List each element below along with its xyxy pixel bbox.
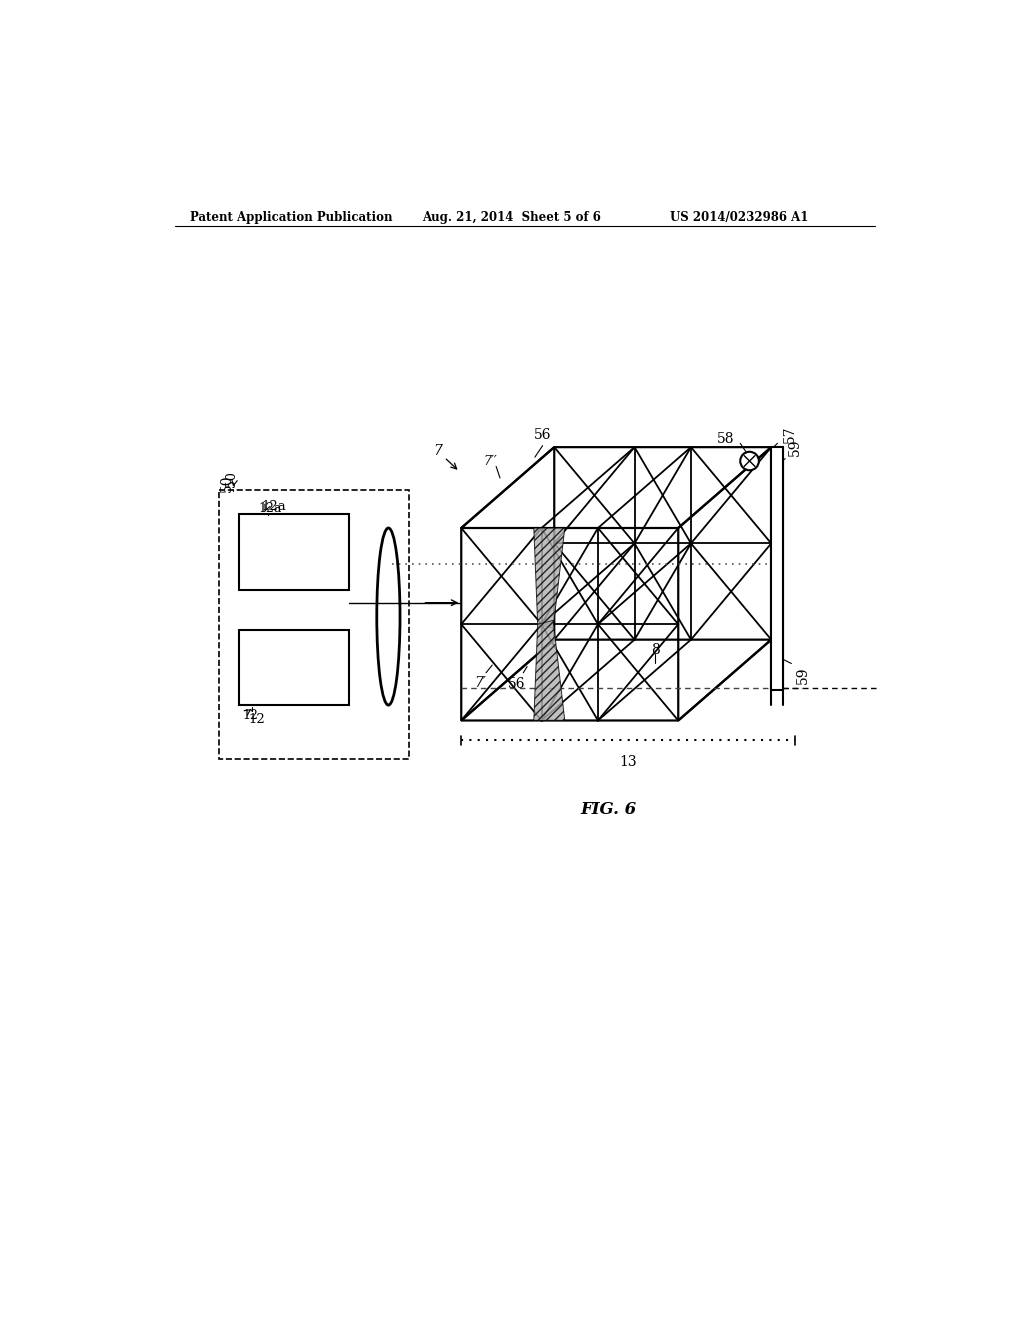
Text: 7: 7 <box>433 444 442 458</box>
Text: 7′: 7′ <box>475 676 486 690</box>
Text: 12a: 12a <box>258 502 282 515</box>
Polygon shape <box>534 620 565 721</box>
Text: 8: 8 <box>650 643 659 656</box>
Text: 50: 50 <box>219 474 233 492</box>
Text: Aug. 21, 2014  Sheet 5 of 6: Aug. 21, 2014 Sheet 5 of 6 <box>423 211 601 224</box>
Text: 50: 50 <box>225 471 238 487</box>
Polygon shape <box>771 447 783 689</box>
Text: 56: 56 <box>508 677 525 692</box>
Text: 12: 12 <box>243 709 259 722</box>
Text: Patent Application Publication: Patent Application Publication <box>190 211 392 224</box>
Text: 12: 12 <box>248 713 265 726</box>
Polygon shape <box>534 528 565 628</box>
Text: 13: 13 <box>620 755 637 770</box>
Text: 56: 56 <box>534 428 551 442</box>
Text: 12a: 12a <box>261 499 286 512</box>
Text: 58: 58 <box>717 433 734 446</box>
Circle shape <box>740 451 759 470</box>
Text: FIG. 6: FIG. 6 <box>581 801 637 818</box>
Text: 59: 59 <box>788 438 802 455</box>
Text: 57: 57 <box>783 425 797 444</box>
Text: 59: 59 <box>796 667 810 684</box>
Text: 7′′: 7′′ <box>483 454 498 467</box>
Text: US 2014/0232986 A1: US 2014/0232986 A1 <box>671 211 809 224</box>
